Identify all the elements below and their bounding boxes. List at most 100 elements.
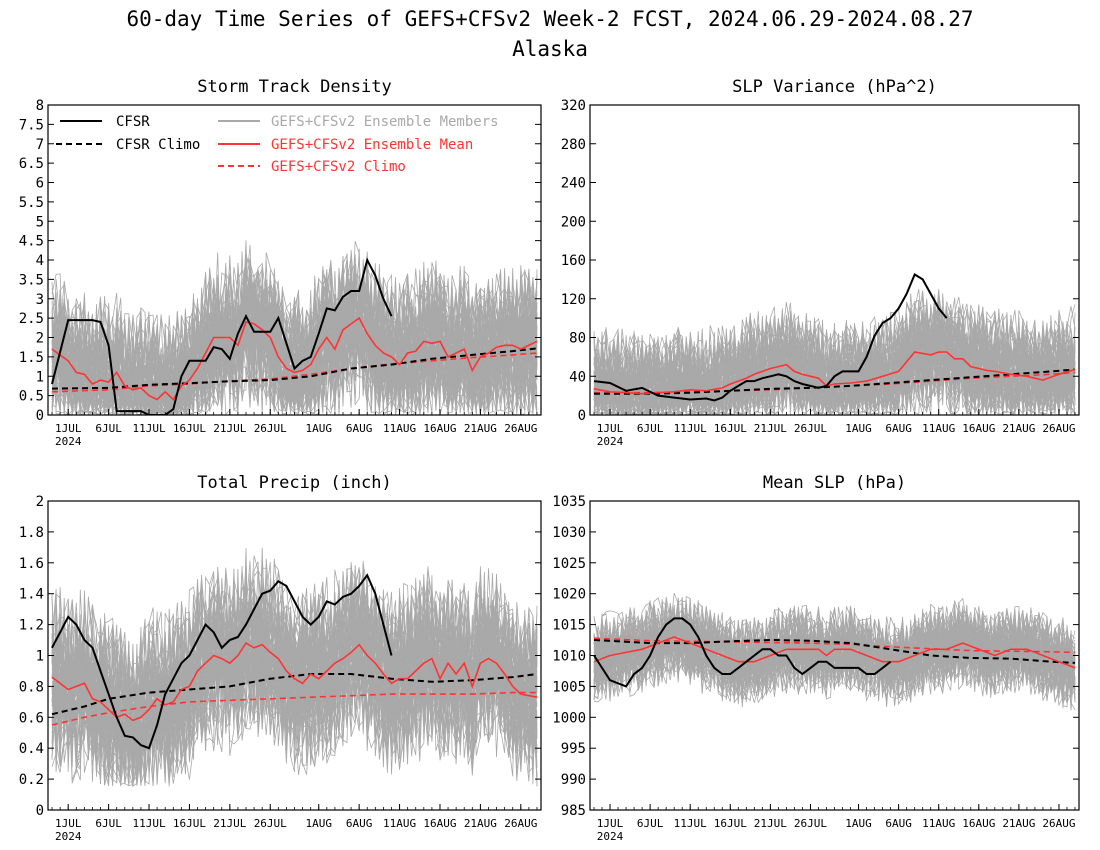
x-tick-label: 11JUL: [674, 817, 707, 830]
x-tick-label: 21AUG: [1002, 422, 1035, 435]
y-tick-label: 8: [36, 98, 44, 114]
y-tick-label: 1005: [552, 679, 586, 695]
plot-area: [51, 240, 538, 415]
x-year-label: 2024: [55, 830, 82, 843]
x-tick-label: 6AUG: [346, 817, 373, 830]
ensemble-member-line: [593, 310, 1076, 415]
ensemble-member-line: [593, 303, 1076, 415]
y-tick-label: 0.6: [19, 710, 44, 726]
x-year-label: 2024: [597, 435, 624, 448]
legend-climo-label: GEFS+CFSv2 Climo: [271, 159, 406, 175]
y-tick-label: 1035: [552, 494, 586, 510]
y-tick-label: 0.5: [19, 389, 44, 405]
panel-3: Total Precip (inch) 0 0.2 0.4 0.6 0.8 1 1.2 1.4 1…: [19, 473, 542, 843]
y-tick-label: 6: [36, 176, 44, 192]
ensemble-member-line: [593, 598, 1076, 695]
y-tick-label: 0: [36, 408, 44, 424]
ensemble-member-line: [593, 611, 1076, 693]
panel-4: Mean SLP (hPa) 985 990 995 1000 1005 1010 1015 1…: [552, 473, 1080, 843]
legend-cfsr-label: CFSR: [116, 114, 150, 130]
ensemble-member-line: [51, 568, 538, 785]
y-tick-label: 1.6: [19, 556, 44, 572]
x-tick-label: 26JUL: [254, 817, 287, 830]
series-line-cfsr: [593, 273, 948, 402]
y-tick-label: 120: [561, 292, 586, 308]
figure-subtitle: Alaska: [512, 37, 588, 61]
x-tick-label: 21JUL: [754, 817, 787, 830]
x-tick-label: 1AUG: [305, 422, 332, 435]
x-tick-label: 21JUL: [754, 422, 787, 435]
x-tick-label: 11AUG: [383, 817, 416, 830]
series-line-cfsr: [51, 257, 393, 415]
figure-title: 60-day Time Series of GEFS+CFSv2 Week-2 …: [126, 7, 973, 31]
x-tick-label: 26AUG: [504, 422, 537, 435]
y-tick-label: 1020: [552, 587, 586, 603]
ensemble-member-line: [51, 566, 538, 777]
legend-members-label: GEFS+CFSv2 Ensemble Members: [271, 114, 499, 130]
x-tick-label: 11JUL: [132, 817, 165, 830]
x-year-label: 2024: [597, 830, 624, 843]
y-tick-label: 7: [36, 137, 44, 153]
panel-title: Mean SLP (hPa): [763, 473, 906, 493]
x-tick-label: 21JUL: [213, 422, 246, 435]
series-line-gefs-cfsv2-ensemble-mean: [51, 642, 538, 722]
y-tick-label: 240: [561, 176, 586, 192]
x-tick-label: 6AUG: [885, 422, 912, 435]
x-tick-label: 16AUG: [962, 817, 995, 830]
panel-title: Storm Track Density: [197, 77, 391, 97]
x-tick-label: 1JUL: [55, 422, 82, 435]
plot-area: [593, 273, 1076, 415]
x-tick-label: 1AUG: [845, 817, 872, 830]
x-tick-label: 26JUL: [794, 422, 827, 435]
y-tick-label: 2: [36, 331, 44, 347]
ensemble-members: [593, 592, 1076, 711]
panel-2: SLP Variance (hPa^2) 0 40 80 120 160 200 240 280…: [561, 77, 1080, 448]
x-tick-label: 6JUL: [95, 422, 122, 435]
ensemble-member-line: [593, 615, 1076, 709]
y-tick-label: 320: [561, 98, 586, 114]
x-tick-label: 11AUG: [922, 422, 955, 435]
x-tick-label: 26JUL: [794, 817, 827, 830]
x-tick-label: 21JUL: [213, 817, 246, 830]
legend-mean-label: GEFS+CFSv2 Ensemble Mean: [271, 137, 473, 153]
y-tick-label: 6.5: [19, 156, 44, 172]
x-tick-label: 11AUG: [922, 817, 955, 830]
ensemble-member-line: [51, 269, 538, 415]
ensemble-member-line: [593, 316, 1076, 415]
ensemble-member-line: [51, 565, 538, 783]
ensemble-members: [51, 547, 538, 787]
ensemble-member-line: [51, 588, 538, 787]
y-tick-label: 1000: [552, 710, 586, 726]
y-tick-label: 1.5: [19, 350, 44, 366]
ensemble-member-line: [593, 317, 1076, 415]
x-tick-label: 6JUL: [637, 817, 664, 830]
x-tick-label: 1JUL: [597, 422, 624, 435]
legend-cfsr-climo-label: CFSR Climo: [116, 137, 200, 153]
panels: Storm Track Density 0 0.5 1 1.5 2 2.5 3 3.5 4 4.5 5…: [19, 77, 1080, 843]
x-tick-label: 6JUL: [95, 817, 122, 830]
y-tick-label: 990: [561, 772, 586, 788]
x-year-label: 2024: [55, 435, 82, 448]
y-tick-label: 2: [36, 494, 44, 510]
x-tick-label: 26AUG: [504, 817, 537, 830]
y-tick-label: 0: [36, 803, 44, 819]
y-tick-label: 4.5: [19, 234, 44, 250]
x-tick-label: 26JUL: [254, 422, 287, 435]
x-tick-label: 16JUL: [714, 422, 747, 435]
x-tick-label: 21AUG: [464, 817, 497, 830]
y-tick-label: 1030: [552, 525, 586, 541]
y-tick-label: 7.5: [19, 117, 44, 133]
y-tick-label: 5: [36, 214, 44, 230]
plot-area: [593, 592, 1076, 711]
y-tick-label: 1010: [552, 649, 586, 665]
x-tick-label: 1JUL: [55, 817, 82, 830]
x-tick-label: 26AUG: [1042, 817, 1075, 830]
panel-title: SLP Variance (hPa^2): [732, 77, 937, 97]
y-tick-label: 1.2: [19, 618, 44, 634]
legend: CFSR CFSR Climo GEFS+CFSv2 Ensemble Memb…: [56, 114, 499, 175]
ensemble-member-line: [593, 309, 1076, 415]
plot-area: [51, 547, 538, 787]
x-tick-label: 11JUL: [132, 422, 165, 435]
series-line-cfsr-climo: [51, 347, 538, 390]
y-tick-label: 3: [36, 292, 44, 308]
